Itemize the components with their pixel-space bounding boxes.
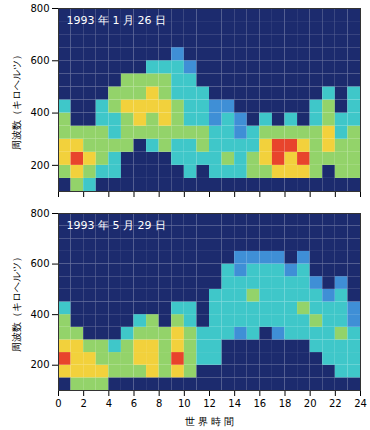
svg-text:22: 22 bbox=[329, 398, 342, 409]
svg-text:18: 18 bbox=[279, 398, 292, 409]
svg-text:1993 年 5 月 29 日: 1993 年 5 月 29 日 bbox=[67, 219, 166, 232]
svg-text:14: 14 bbox=[228, 398, 241, 409]
svg-text:10: 10 bbox=[178, 398, 191, 409]
svg-text:8: 8 bbox=[156, 398, 162, 409]
svg-text:400: 400 bbox=[30, 309, 49, 320]
svg-text:16: 16 bbox=[253, 398, 266, 409]
svg-text:周波数（キロヘルツ）: 周波数（キロヘルツ） bbox=[11, 252, 22, 352]
svg-text:20: 20 bbox=[304, 398, 317, 409]
svg-text:2: 2 bbox=[80, 398, 86, 409]
svg-text:200: 200 bbox=[30, 359, 49, 370]
svg-text:4: 4 bbox=[106, 398, 112, 409]
svg-text:24: 24 bbox=[354, 398, 367, 409]
svg-text:200: 200 bbox=[30, 160, 49, 171]
svg-text:800: 800 bbox=[30, 3, 49, 14]
svg-text:600: 600 bbox=[30, 55, 49, 66]
svg-text:周波数（キロヘルツ）: 周波数（キロヘルツ） bbox=[11, 50, 22, 150]
svg-text:600: 600 bbox=[30, 258, 49, 269]
svg-text:1993 年 1 月 26 日: 1993 年 1 月 26 日 bbox=[67, 14, 166, 27]
svg-text:800: 800 bbox=[30, 208, 49, 219]
svg-text:世 界 時 間: 世 界 時 間 bbox=[185, 416, 235, 427]
svg-text:400: 400 bbox=[30, 107, 49, 118]
svg-text:6: 6 bbox=[131, 398, 137, 409]
svg-text:12: 12 bbox=[203, 398, 216, 409]
svg-text:0: 0 bbox=[55, 398, 61, 409]
